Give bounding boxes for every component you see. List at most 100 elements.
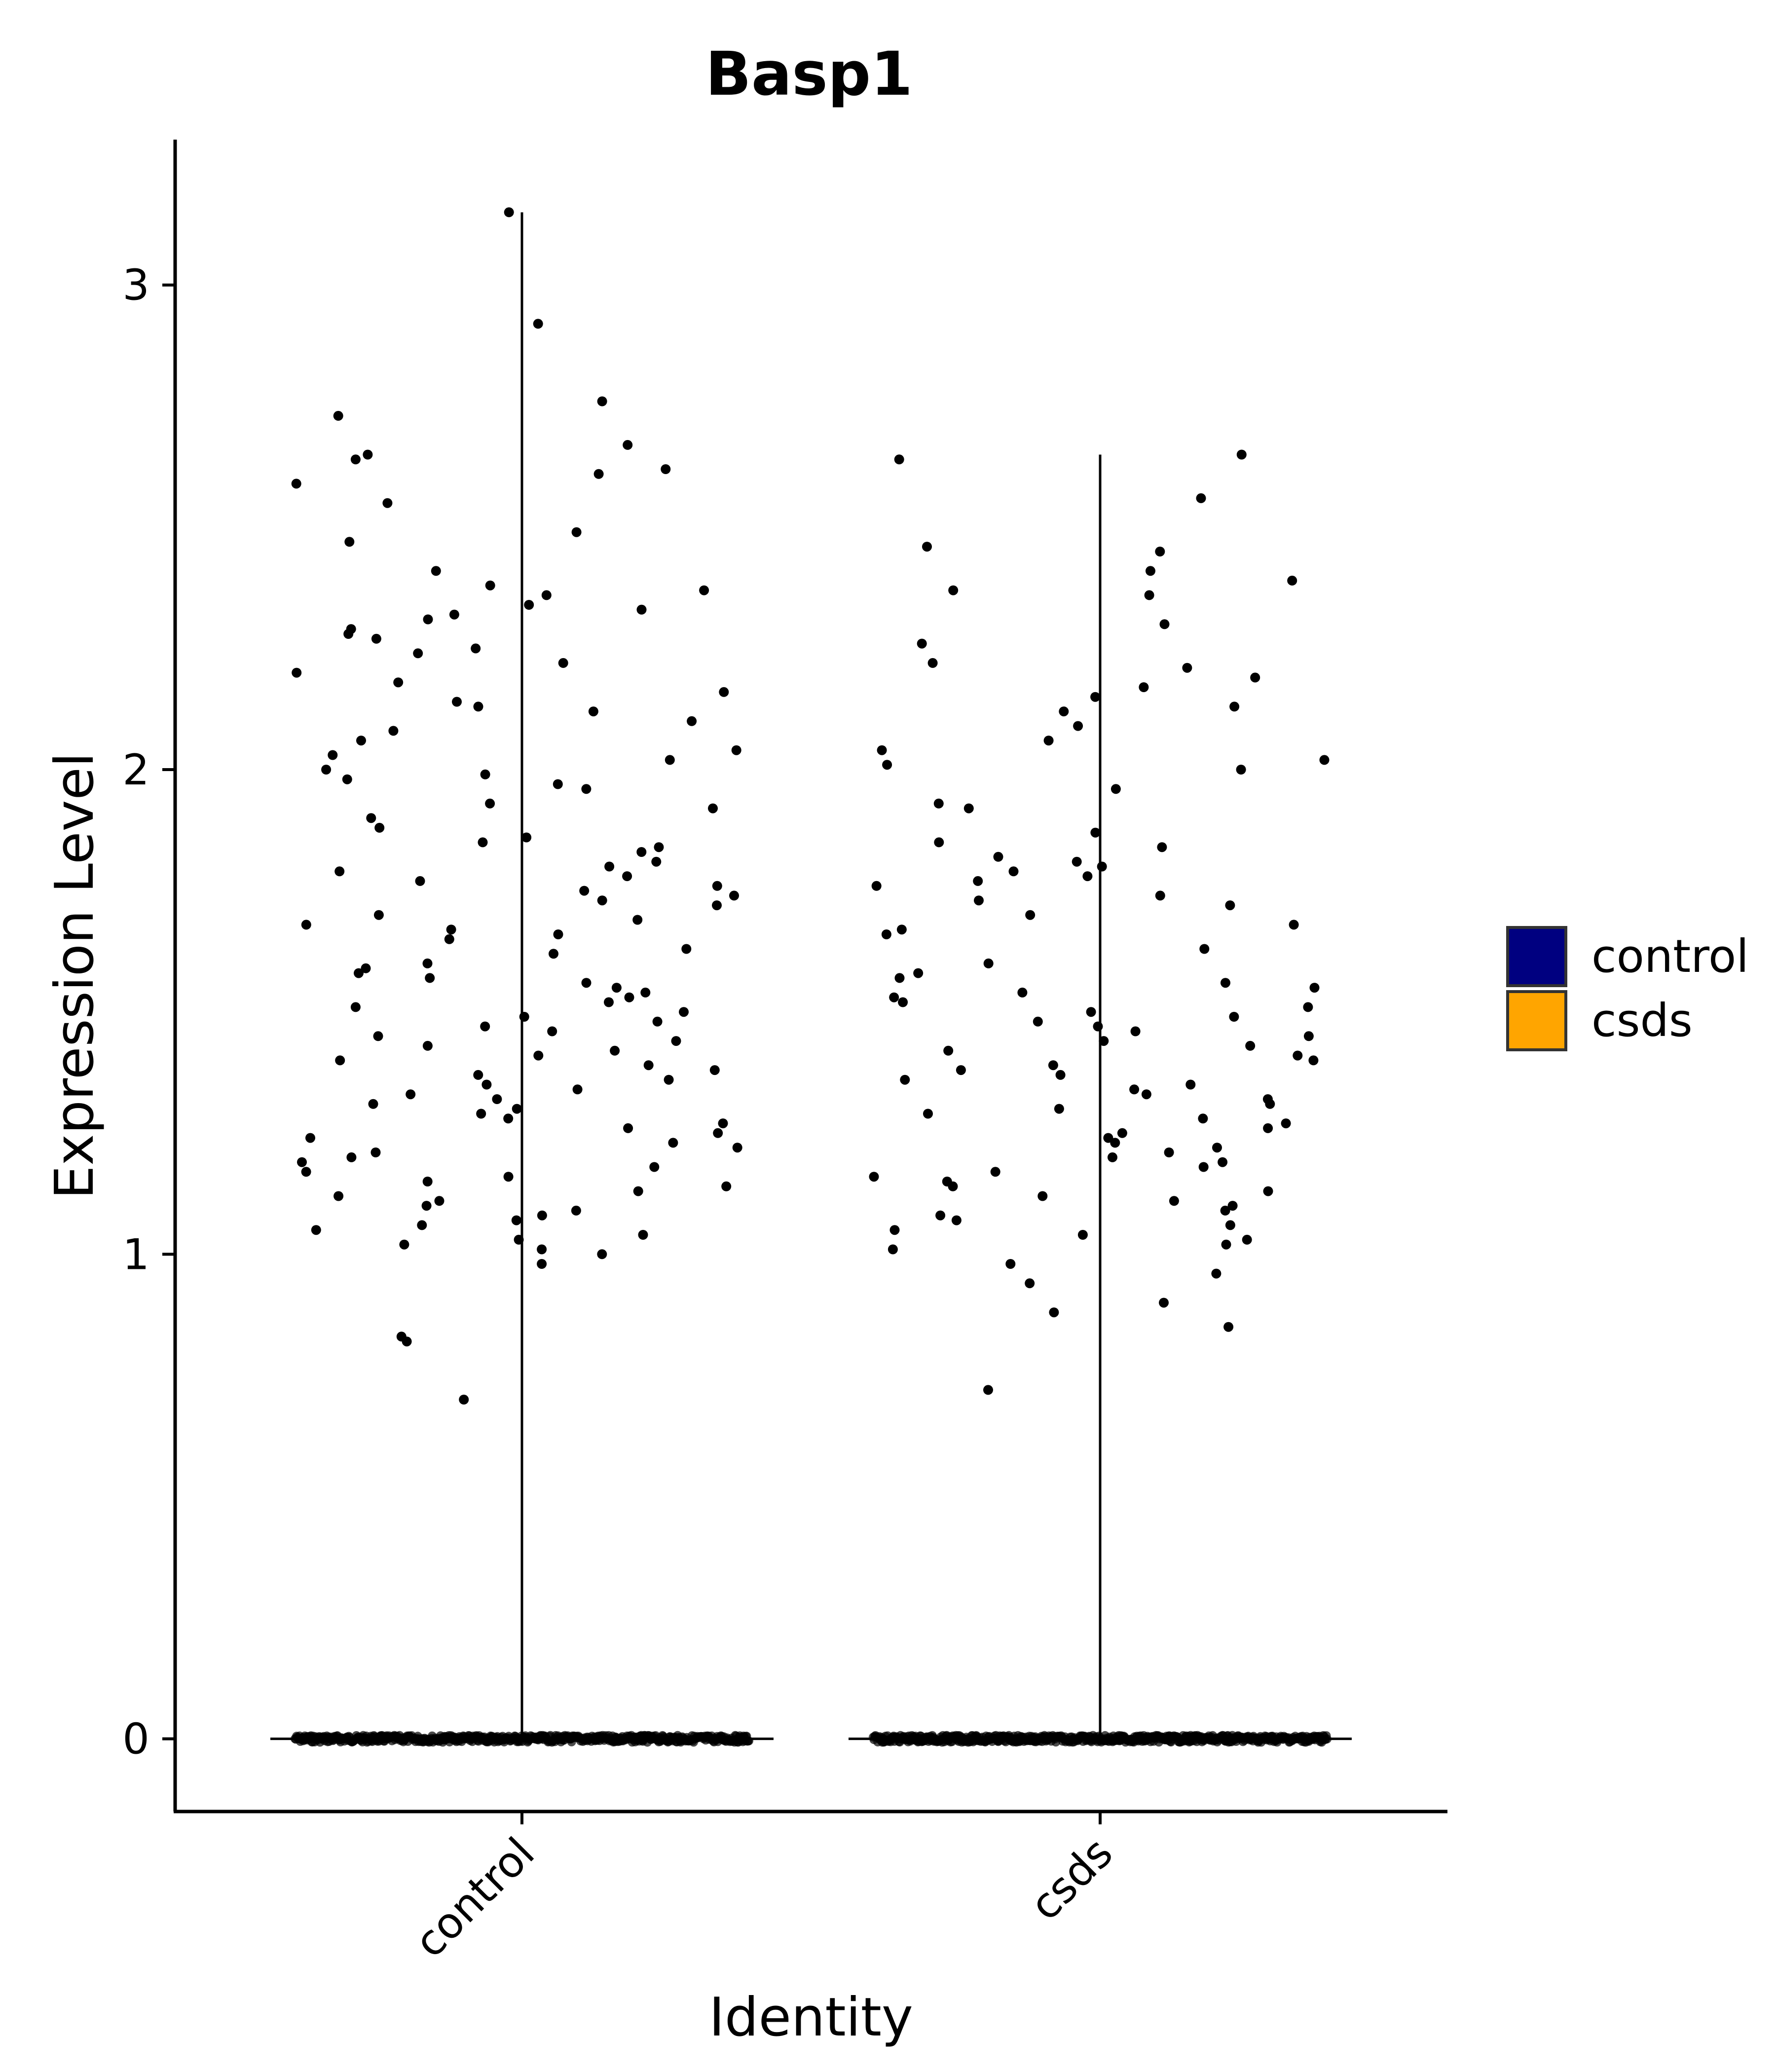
data-point — [1048, 1060, 1058, 1071]
data-point — [1073, 721, 1083, 731]
data-point — [346, 1152, 357, 1162]
y-tick-label: 0 — [122, 1715, 149, 1764]
data-point — [651, 856, 662, 867]
data-point — [297, 1157, 307, 1167]
data-point — [1263, 1123, 1273, 1133]
data-point — [1218, 1157, 1228, 1167]
data-point — [511, 1215, 521, 1225]
data-point — [449, 609, 459, 620]
plot-area: 0 1 2 3 control csds — [122, 140, 1447, 1967]
data-point — [421, 1201, 432, 1211]
data-point — [1157, 842, 1167, 852]
data-point — [1130, 1026, 1141, 1036]
data-point — [894, 454, 904, 465]
data-point — [366, 813, 376, 823]
data-point — [1159, 1297, 1169, 1308]
data-point — [1245, 1040, 1256, 1051]
legend-swatch — [1506, 990, 1567, 1051]
data-point — [350, 1002, 361, 1012]
data-point — [1090, 827, 1101, 838]
data-point — [712, 900, 722, 911]
data-point — [292, 667, 302, 678]
data-point — [434, 1196, 444, 1206]
data-point — [948, 585, 959, 595]
legend-item-csds: csds — [1506, 990, 1693, 1051]
data-point — [1055, 1070, 1066, 1080]
data-point — [368, 1099, 378, 1109]
chart-title: Basp1 — [705, 39, 913, 109]
data-point — [291, 479, 301, 489]
data-point — [1212, 1143, 1222, 1153]
data-point — [974, 895, 984, 906]
data-point — [610, 1045, 620, 1056]
data-point — [869, 1172, 879, 1182]
data-point — [963, 803, 974, 814]
data-point — [1164, 1147, 1174, 1157]
data-point — [900, 1074, 910, 1085]
data-point — [1054, 1104, 1064, 1114]
data-point — [1110, 1138, 1120, 1148]
legend-swatch — [1506, 926, 1567, 987]
data-point — [446, 925, 456, 935]
data-point — [514, 1234, 524, 1245]
data-point — [301, 920, 311, 930]
data-point — [611, 983, 622, 993]
data-point — [1072, 856, 1082, 867]
data-point — [935, 1210, 946, 1221]
data-point — [1303, 1002, 1313, 1012]
data-point — [533, 319, 543, 329]
data-point — [521, 832, 532, 843]
data-point — [1097, 861, 1107, 872]
data-point — [1303, 1031, 1314, 1041]
data-point — [343, 629, 354, 639]
data-point — [671, 1036, 681, 1046]
data-point — [476, 1109, 486, 1119]
data-point — [699, 585, 709, 595]
data-point — [1211, 1268, 1221, 1279]
data-point — [481, 1079, 492, 1090]
data-point — [732, 1143, 742, 1153]
data-point — [301, 1167, 311, 1177]
data-point — [731, 745, 741, 755]
data-point — [597, 895, 607, 906]
data-point — [871, 881, 882, 891]
data-point — [382, 498, 393, 508]
data-point — [503, 1172, 514, 1182]
data-point — [668, 1138, 678, 1148]
data-point — [983, 958, 994, 968]
data-point — [1281, 1118, 1291, 1129]
data-point — [1242, 1234, 1252, 1245]
data-point — [413, 648, 423, 659]
data-point — [1220, 1205, 1230, 1216]
data-point — [1225, 900, 1235, 911]
x-tick-label: control — [405, 1828, 544, 1967]
data-point — [311, 1225, 321, 1235]
data-point — [356, 736, 366, 746]
legend: control csds — [1506, 926, 1749, 1051]
data-point — [321, 765, 332, 775]
data-point — [681, 944, 692, 954]
data-point — [371, 633, 381, 644]
data-point — [652, 1016, 663, 1027]
data-point — [492, 1094, 502, 1104]
data-point — [1077, 1230, 1088, 1240]
data-point — [533, 1050, 544, 1061]
data-point — [537, 1244, 547, 1255]
violin-csds — [849, 449, 1352, 1747]
zero-points — [869, 1731, 1332, 1747]
data-point — [679, 1007, 689, 1017]
data-point — [632, 915, 643, 925]
data-point — [1082, 871, 1093, 882]
data-point — [335, 1055, 345, 1066]
data-point — [1139, 682, 1149, 692]
data-point — [431, 566, 441, 576]
data-point — [547, 1026, 557, 1036]
data-point — [504, 207, 514, 218]
data-point — [1103, 1133, 1113, 1143]
data-point — [604, 861, 615, 872]
data-point — [1059, 706, 1069, 717]
data-point — [623, 1123, 633, 1133]
data-point — [354, 968, 364, 978]
y-axis-label: Expression Level — [44, 752, 106, 1199]
